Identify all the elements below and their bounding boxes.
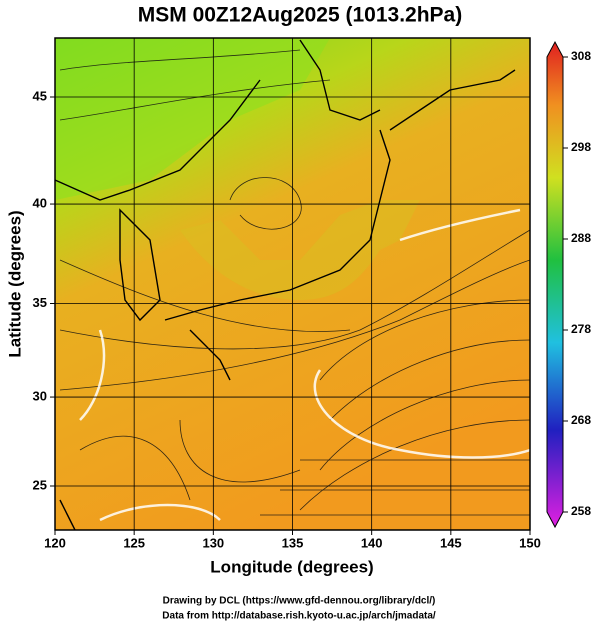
colorbar-ticks: 258 268 278 288 298 308 (563, 49, 591, 518)
colorbar-label: 278 (571, 322, 591, 336)
colorbar-label: 258 (571, 504, 591, 518)
colorbar-label: 288 (571, 231, 591, 245)
title: MSM 00Z12Aug2025 (1013.2hPa) (138, 4, 462, 27)
y-tick-label: 40 (33, 195, 47, 210)
x-ticks: 120 125 130 135 140 145 150 (44, 530, 541, 550)
colorbar-label: 298 (571, 140, 591, 154)
colorbar (546, 40, 564, 529)
y-axis-label: Latitude (degrees) (5, 210, 24, 357)
x-tick-label: 120 (44, 535, 66, 550)
x-axis-label: Longitude (degrees) (210, 557, 373, 576)
cool-region (55, 38, 330, 200)
isotherms (79, 208, 530, 522)
y-ticks: 25 30 35 40 45 (33, 88, 55, 492)
y-tick-label: 25 (33, 477, 47, 492)
x-tick-label: 135 (282, 535, 304, 550)
x-tick-label: 130 (202, 535, 224, 550)
x-tick-label: 145 (440, 535, 462, 550)
x-tick-label: 125 (123, 535, 145, 550)
credit-line: Drawing by DCL (https://www.gfd-dennou.o… (163, 596, 436, 607)
y-tick-label: 30 (33, 388, 47, 403)
y-tick-label: 35 (33, 295, 47, 310)
y-tick-label: 45 (33, 88, 47, 103)
streamlines (59, 49, 530, 516)
warm-region (180, 200, 420, 300)
colorbar-label: 268 (571, 413, 591, 427)
x-tick-label: 150 (519, 535, 541, 550)
credit-line: Data from http://database.rish.kyoto-u.a… (162, 611, 436, 622)
x-tick-label: 140 (361, 535, 383, 550)
colorbar-label: 308 (571, 49, 591, 63)
